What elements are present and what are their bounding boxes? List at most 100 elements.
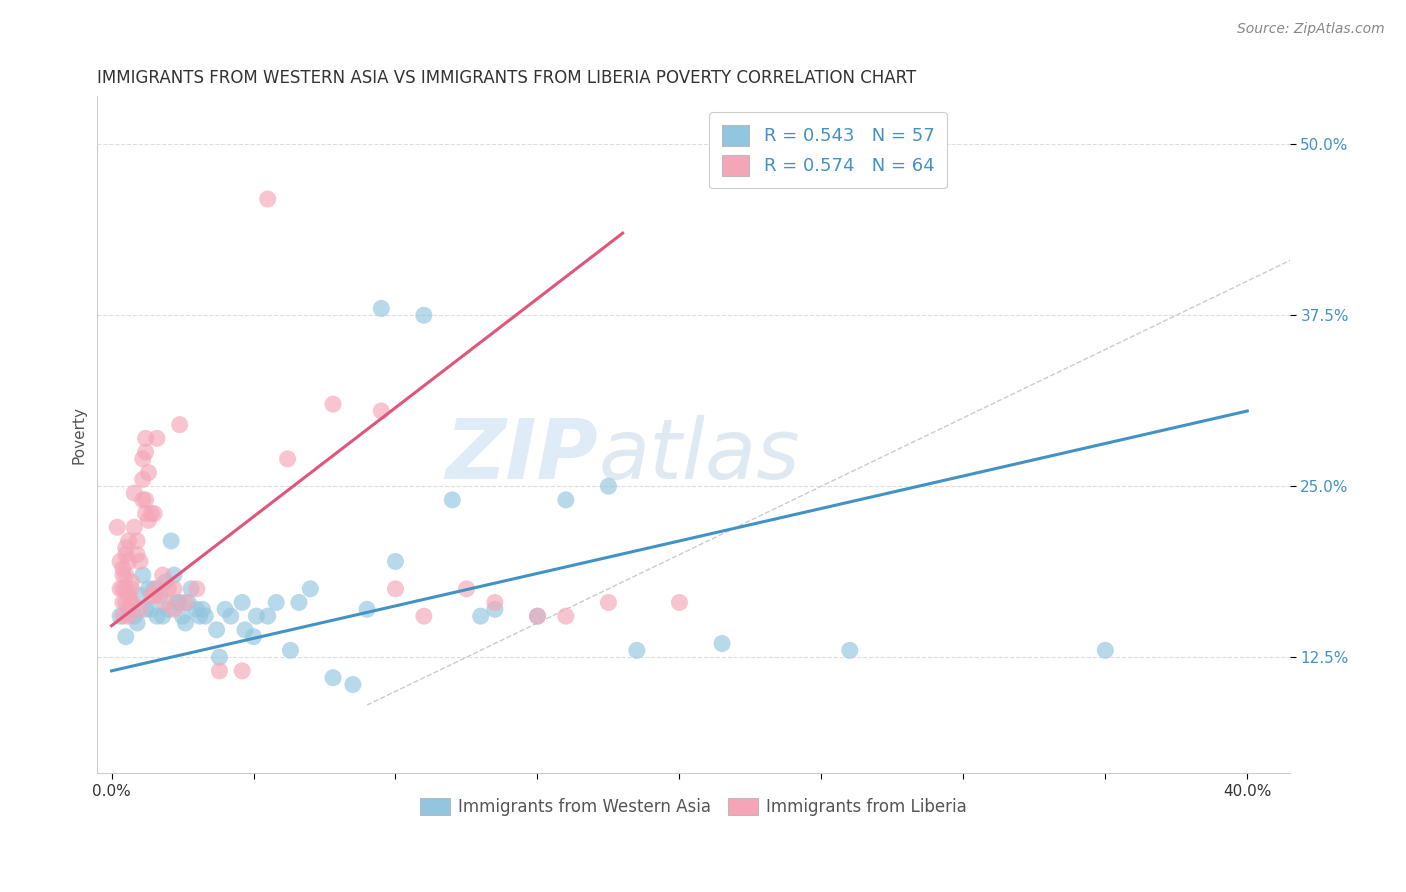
Point bbox=[163, 568, 186, 582]
Point bbox=[157, 602, 180, 616]
Point bbox=[138, 582, 160, 596]
Point bbox=[114, 595, 136, 609]
Point bbox=[117, 609, 139, 624]
Point bbox=[172, 609, 194, 624]
Point bbox=[526, 609, 548, 624]
Text: IMMIGRANTS FROM WESTERN ASIA VS IMMIGRANTS FROM LIBERIA POVERTY CORRELATION CHAR: IMMIGRANTS FROM WESTERN ASIA VS IMMIGRAN… bbox=[97, 69, 917, 87]
Point bbox=[117, 589, 139, 603]
Point bbox=[169, 417, 191, 432]
Point bbox=[129, 554, 152, 568]
Point bbox=[141, 589, 163, 603]
Point bbox=[484, 602, 506, 616]
Point bbox=[838, 643, 860, 657]
Point bbox=[132, 472, 155, 486]
Point bbox=[219, 609, 242, 624]
Point bbox=[127, 533, 149, 548]
Point bbox=[322, 397, 344, 411]
Point bbox=[384, 554, 406, 568]
Point bbox=[129, 589, 152, 603]
Point bbox=[668, 595, 690, 609]
Point bbox=[135, 492, 157, 507]
Point bbox=[117, 554, 139, 568]
Point bbox=[146, 431, 169, 445]
Point bbox=[114, 582, 136, 596]
Point bbox=[342, 677, 364, 691]
Point bbox=[111, 568, 134, 582]
Point bbox=[120, 582, 142, 596]
Point bbox=[114, 548, 136, 562]
Point bbox=[149, 589, 172, 603]
Point bbox=[441, 492, 464, 507]
Point bbox=[711, 636, 734, 650]
Point bbox=[370, 301, 392, 316]
Point bbox=[370, 404, 392, 418]
Point bbox=[554, 609, 576, 624]
Point bbox=[188, 609, 211, 624]
Point bbox=[231, 664, 253, 678]
Point bbox=[135, 431, 157, 445]
Point bbox=[143, 582, 166, 596]
Point bbox=[598, 479, 620, 493]
Point bbox=[180, 582, 202, 596]
Point bbox=[626, 643, 648, 657]
Point bbox=[191, 602, 214, 616]
Point bbox=[208, 664, 231, 678]
Point bbox=[108, 609, 131, 624]
Point bbox=[122, 609, 145, 624]
Point bbox=[470, 609, 492, 624]
Point bbox=[233, 623, 256, 637]
Point bbox=[122, 486, 145, 500]
Point bbox=[108, 554, 131, 568]
Point bbox=[127, 615, 149, 630]
Point bbox=[598, 595, 620, 609]
Point bbox=[160, 533, 183, 548]
Point bbox=[256, 609, 278, 624]
Point bbox=[132, 451, 155, 466]
Text: Source: ZipAtlas.com: Source: ZipAtlas.com bbox=[1237, 22, 1385, 37]
Point bbox=[174, 615, 197, 630]
Point bbox=[186, 582, 208, 596]
Point bbox=[174, 595, 197, 609]
Point bbox=[169, 595, 191, 609]
Point bbox=[155, 595, 177, 609]
Point bbox=[152, 568, 174, 582]
Point bbox=[117, 533, 139, 548]
Point bbox=[456, 582, 478, 596]
Point bbox=[412, 308, 434, 322]
Text: ZIP: ZIP bbox=[446, 415, 598, 496]
Point bbox=[111, 561, 134, 575]
Point bbox=[554, 492, 576, 507]
Text: atlas: atlas bbox=[598, 415, 800, 496]
Point bbox=[135, 602, 157, 616]
Y-axis label: Poverty: Poverty bbox=[72, 406, 86, 464]
Point bbox=[214, 602, 236, 616]
Point bbox=[155, 574, 177, 589]
Point bbox=[186, 602, 208, 616]
Point bbox=[111, 595, 134, 609]
Point bbox=[242, 630, 264, 644]
Point bbox=[205, 623, 228, 637]
Point bbox=[138, 466, 160, 480]
Point bbox=[132, 492, 155, 507]
Point bbox=[129, 602, 152, 616]
Point bbox=[322, 671, 344, 685]
Point bbox=[105, 520, 128, 534]
Point bbox=[157, 582, 180, 596]
Point bbox=[143, 507, 166, 521]
Point bbox=[177, 595, 200, 609]
Point bbox=[484, 595, 506, 609]
Point bbox=[146, 609, 169, 624]
Point bbox=[141, 507, 163, 521]
Point bbox=[122, 520, 145, 534]
Point bbox=[152, 609, 174, 624]
Point bbox=[141, 602, 163, 616]
Point bbox=[384, 582, 406, 596]
Point bbox=[280, 643, 302, 657]
Point bbox=[111, 582, 134, 596]
Legend: Immigrants from Western Asia, Immigrants from Liberia: Immigrants from Western Asia, Immigrants… bbox=[413, 791, 974, 822]
Point bbox=[245, 609, 267, 624]
Point bbox=[132, 568, 155, 582]
Point bbox=[264, 595, 287, 609]
Point bbox=[299, 582, 322, 596]
Point bbox=[208, 650, 231, 665]
